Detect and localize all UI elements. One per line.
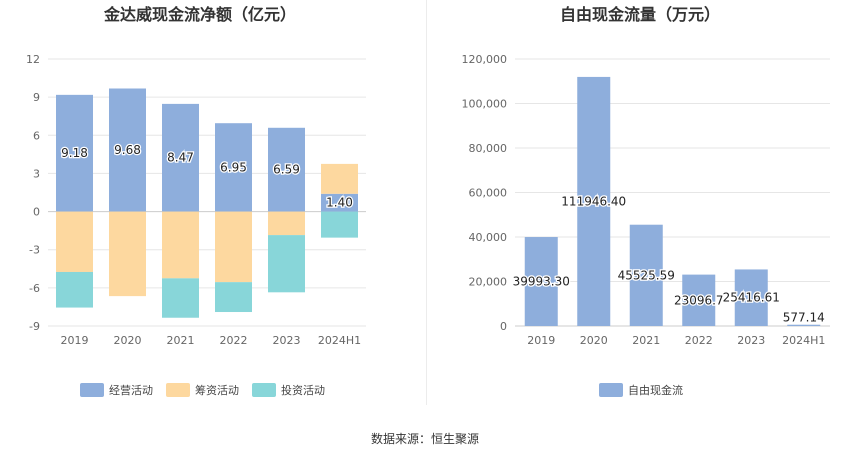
y-tick-label: 60,000 <box>469 187 508 200</box>
bar-自由现金流 <box>577 76 611 327</box>
x-tick-label: 2023 <box>737 334 765 347</box>
data-label: 8.47 <box>167 151 194 165</box>
x-tick-label: 2020 <box>114 334 142 347</box>
data-label: 1.40 <box>326 196 353 210</box>
bar-筹资活动 <box>56 211 93 272</box>
bar-自由现金流 <box>629 224 663 326</box>
data-label: 9.18 <box>61 146 88 160</box>
bar-筹资活动 <box>321 163 358 194</box>
chart-title: 金达威现金流净额（亿元） <box>103 5 296 24</box>
bar-投资活动 <box>321 211 358 238</box>
legend-swatch <box>599 383 623 397</box>
bar-经营活动 <box>268 127 305 212</box>
data-label: 25416.61 <box>723 291 780 305</box>
bar-筹资活动 <box>109 211 146 297</box>
chart-title: 自由现金流量（万元） <box>560 5 720 24</box>
panel-divider <box>426 0 427 405</box>
x-tick-label: 2024H1 <box>782 334 825 347</box>
y-tick-label: -3 <box>29 244 40 257</box>
bar-自由现金流 <box>682 274 716 326</box>
y-tick-label: -9 <box>29 320 40 333</box>
data-label: 9.68 <box>114 143 141 157</box>
data-label: 111946.40 <box>561 194 626 208</box>
legend-label: 筹资活动 <box>195 383 239 397</box>
y-tick-label: 0 <box>33 206 40 219</box>
bar-经营活动 <box>109 88 146 212</box>
bar-自由现金流 <box>787 324 821 326</box>
x-tick-label: 2019 <box>527 334 555 347</box>
data-label: 6.59 <box>273 163 300 177</box>
bar-投资活动 <box>162 278 199 318</box>
bar-经营活动 <box>215 123 252 212</box>
bar-经营活动 <box>321 193 358 212</box>
y-tick-label: 20,000 <box>469 276 508 289</box>
source-text: 数据来源：恒生聚源 <box>370 432 479 446</box>
bar-投资活动 <box>56 271 93 308</box>
data-label: 23096.7 <box>674 293 724 307</box>
legend-swatch <box>80 383 104 397</box>
legend-label: 自由现金流 <box>628 383 683 397</box>
y-tick-label: 9 <box>33 91 40 104</box>
bar-经营活动 <box>162 103 199 212</box>
x-tick-label: 2022 <box>220 334 248 347</box>
bar-筹资活动 <box>162 211 199 279</box>
bar-经营活动 <box>56 94 93 212</box>
legend-swatch <box>166 383 190 397</box>
y-tick-label: 6 <box>33 129 40 142</box>
data-label: 45525.59 <box>618 268 675 282</box>
y-tick-label: 80,000 <box>469 142 508 155</box>
y-tick-label: 0 <box>500 320 507 333</box>
legend-label: 投资活动 <box>281 383 325 397</box>
bar-投资活动 <box>268 235 305 293</box>
data-label: 6.95 <box>220 160 247 174</box>
y-tick-label: 40,000 <box>469 231 508 244</box>
y-tick-label: -6 <box>29 282 40 295</box>
x-tick-label: 2024H1 <box>318 334 361 347</box>
bar-自由现金流 <box>734 269 768 326</box>
x-tick-label: 2019 <box>61 334 89 347</box>
bar-投资活动 <box>215 282 252 313</box>
y-tick-label: 100,000 <box>462 98 508 111</box>
legend-label: 经营活动 <box>109 383 153 397</box>
x-tick-label: 2022 <box>685 334 713 347</box>
bar-筹资活动 <box>268 211 305 236</box>
x-tick-label: 2020 <box>580 334 608 347</box>
x-tick-label: 2021 <box>632 334 660 347</box>
data-label: 39993.30 <box>513 275 570 289</box>
data-label: 577.14 <box>783 311 825 325</box>
y-tick-label: 120,000 <box>462 53 508 66</box>
x-tick-label: 2021 <box>167 334 195 347</box>
bar-自由现金流 <box>524 237 558 326</box>
y-tick-label: 3 <box>33 167 40 180</box>
legend-swatch <box>252 383 276 397</box>
x-tick-label: 2023 <box>273 334 301 347</box>
bar-筹资活动 <box>215 211 252 283</box>
y-tick-label: 12 <box>26 53 40 66</box>
